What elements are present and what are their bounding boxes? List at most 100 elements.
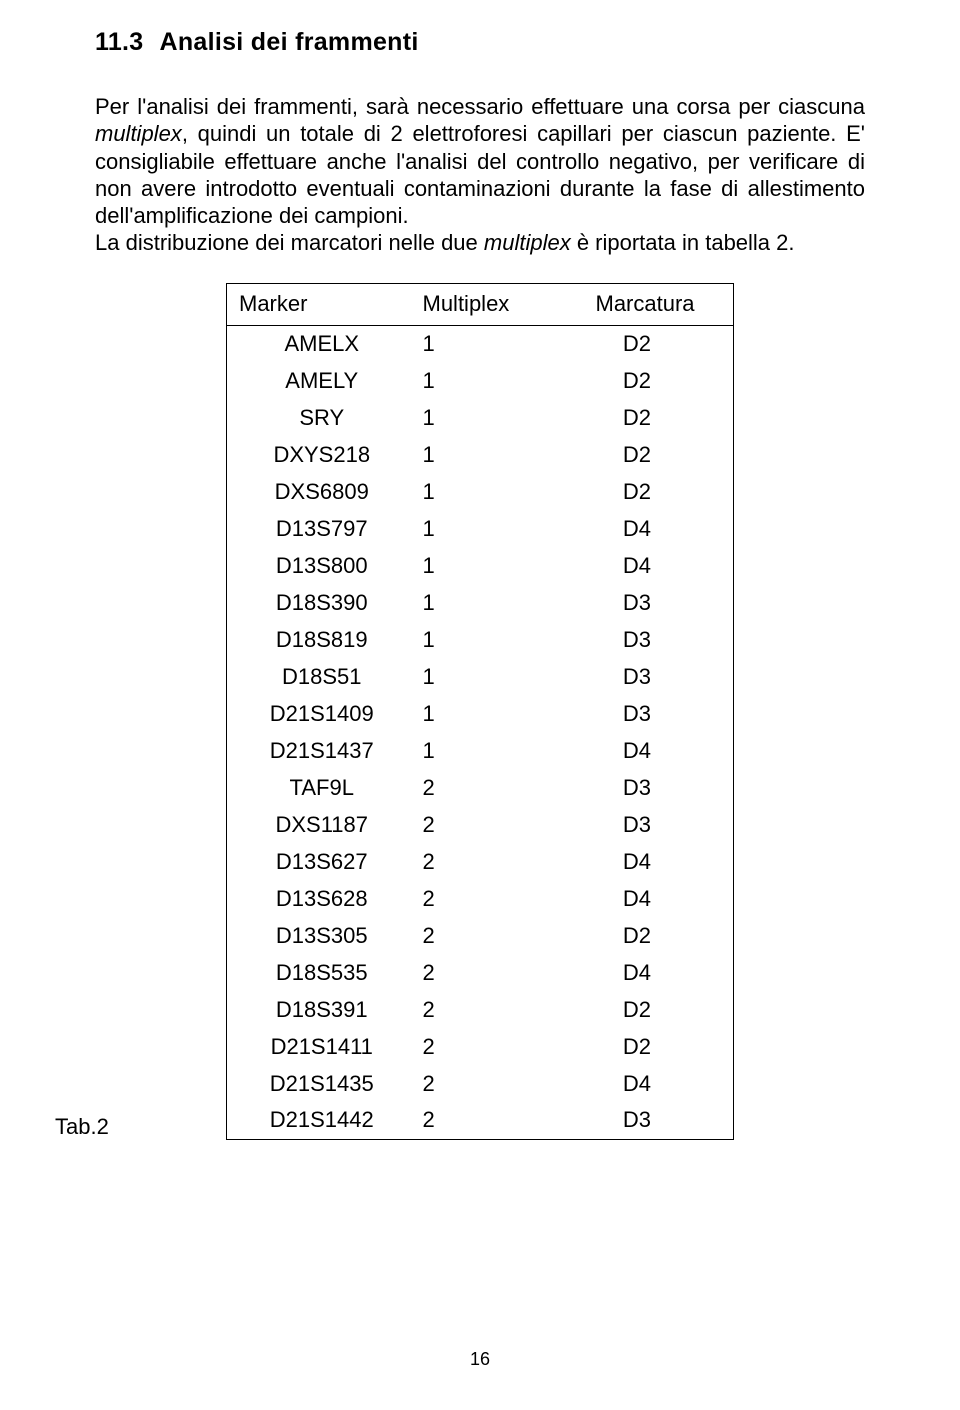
table-row: D18S8191D3	[227, 621, 734, 658]
cell-multiplex: 1	[417, 436, 592, 473]
cell-marker: D18S535	[227, 954, 417, 991]
cell-multiplex: 2	[417, 1102, 592, 1139]
para1-italic: multiplex	[95, 121, 182, 146]
cell-multiplex: 2	[417, 1065, 592, 1102]
table-row: D13S6272D4	[227, 843, 734, 880]
cell-marker: D13S627	[227, 843, 417, 880]
marker-table: Marker Multiplex Marcatura AMELX1D2AMELY…	[226, 283, 734, 1140]
table-row: D18S5352D4	[227, 954, 734, 991]
cell-marker: D13S797	[227, 510, 417, 547]
cell-marker: AMELY	[227, 362, 417, 399]
cell-marcatura: D3	[592, 769, 734, 806]
page-number: 16	[0, 1349, 960, 1370]
cell-marker: D13S800	[227, 547, 417, 584]
cell-multiplex: 1	[417, 547, 592, 584]
cell-marker: D21S1437	[227, 732, 417, 769]
table-row: DXYS2181D2	[227, 436, 734, 473]
paragraph-1: Per l'analisi dei frammenti, sarà necess…	[95, 93, 865, 257]
cell-multiplex: 1	[417, 695, 592, 732]
cell-multiplex: 2	[417, 806, 592, 843]
table-row: D18S3912D2	[227, 991, 734, 1028]
cell-marcatura: D2	[592, 325, 734, 362]
cell-multiplex: 1	[417, 510, 592, 547]
cell-marcatura: D2	[592, 1028, 734, 1065]
cell-marcatura: D2	[592, 991, 734, 1028]
cell-multiplex: 2	[417, 769, 592, 806]
table-row: DXS68091D2	[227, 473, 734, 510]
table-header-row: Marker Multiplex Marcatura	[227, 283, 734, 325]
table-row: D13S6282D4	[227, 880, 734, 917]
cell-multiplex: 1	[417, 584, 592, 621]
cell-marker: D21S1435	[227, 1065, 417, 1102]
cell-multiplex: 2	[417, 954, 592, 991]
table-row: D18S3901D3	[227, 584, 734, 621]
table-row: D13S3052D2	[227, 917, 734, 954]
cell-marcatura: D4	[592, 1065, 734, 1102]
table-row: D13S7971D4	[227, 510, 734, 547]
cell-marker: D13S628	[227, 880, 417, 917]
cell-marker: TAF9L	[227, 769, 417, 806]
para3-pre: La distribuzione dei marcatori nelle due	[95, 230, 484, 255]
heading-number: 11.3	[95, 28, 143, 56]
cell-marcatura: D2	[592, 917, 734, 954]
para1-pre: Per l'analisi dei frammenti, sarà necess…	[95, 94, 865, 119]
cell-marcatura: D4	[592, 954, 734, 991]
cell-multiplex: 1	[417, 325, 592, 362]
section-heading: 11.3Analisi dei frammenti	[95, 28, 865, 57]
cell-marcatura: D3	[592, 695, 734, 732]
th-marcatura: Marcatura	[592, 283, 734, 325]
table-row: D13S8001D4	[227, 547, 734, 584]
para1-post: , quindi un totale di 2 elettroforesi ca…	[182, 121, 837, 146]
cell-marker: AMELX	[227, 325, 417, 362]
table-wrapper: Marker Multiplex Marcatura AMELX1D2AMELY…	[95, 283, 865, 1140]
table-row: SRY1D2	[227, 399, 734, 436]
cell-marcatura: D2	[592, 436, 734, 473]
cell-multiplex: 2	[417, 843, 592, 880]
table-row: AMELY1D2	[227, 362, 734, 399]
table-row: AMELX1D2	[227, 325, 734, 362]
cell-multiplex: 1	[417, 362, 592, 399]
cell-marker: D21S1411	[227, 1028, 417, 1065]
cell-marker: D21S1442	[227, 1102, 417, 1139]
cell-marcatura: D2	[592, 362, 734, 399]
table-row: D21S14352D4	[227, 1065, 734, 1102]
table-row: D21S14112D2	[227, 1028, 734, 1065]
cell-marcatura: D4	[592, 510, 734, 547]
cell-marker: D13S305	[227, 917, 417, 954]
table-row: DXS11872D3	[227, 806, 734, 843]
cell-multiplex: 1	[417, 473, 592, 510]
table-row: D21S14371D4	[227, 732, 734, 769]
cell-marker: D18S390	[227, 584, 417, 621]
cell-marcatura: D3	[592, 621, 734, 658]
cell-multiplex: 1	[417, 399, 592, 436]
cell-multiplex: 1	[417, 732, 592, 769]
cell-marcatura: D3	[592, 584, 734, 621]
cell-marcatura: D3	[592, 1102, 734, 1139]
cell-multiplex: 1	[417, 621, 592, 658]
table-row: TAF9L2D3	[227, 769, 734, 806]
cell-marker: DXYS218	[227, 436, 417, 473]
cell-marcatura: D4	[592, 880, 734, 917]
table-row: D21S14091D3	[227, 695, 734, 732]
cell-multiplex: 2	[417, 880, 592, 917]
cell-marker: D21S1409	[227, 695, 417, 732]
cell-marcatura: D3	[592, 806, 734, 843]
table-row: D21S14422D3	[227, 1102, 734, 1139]
cell-multiplex: 2	[417, 1028, 592, 1065]
table-caption: Tab.2	[55, 1114, 109, 1140]
cell-multiplex: 2	[417, 991, 592, 1028]
cell-marker: DXS6809	[227, 473, 417, 510]
th-multiplex: Multiplex	[417, 283, 592, 325]
th-marker: Marker	[227, 283, 417, 325]
para3-post: è riportata in tabella 2.	[571, 230, 795, 255]
cell-marcatura: D2	[592, 473, 734, 510]
cell-multiplex: 2	[417, 917, 592, 954]
cell-marker: D18S391	[227, 991, 417, 1028]
cell-marker: D18S51	[227, 658, 417, 695]
cell-marker: D18S819	[227, 621, 417, 658]
cell-marcatura: D3	[592, 658, 734, 695]
cell-marcatura: D2	[592, 399, 734, 436]
cell-marcatura: D4	[592, 547, 734, 584]
cell-marker: DXS1187	[227, 806, 417, 843]
cell-marcatura: D4	[592, 843, 734, 880]
